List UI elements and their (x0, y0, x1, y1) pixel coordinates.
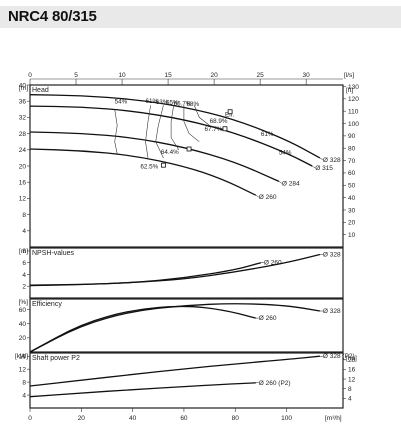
x-axis-label: [m³/h] (325, 415, 342, 422)
efficiency-label: 54% (279, 150, 292, 157)
bep-marker (187, 147, 191, 151)
x-axis-tick-label: 0 (28, 415, 32, 422)
y-axis-tick-label: 20 (19, 163, 27, 170)
panel-frame (30, 248, 343, 298)
panel-name-label: Head (32, 87, 49, 94)
y-axis-tick-label: 4 (22, 392, 26, 399)
y-right-tick-label: 10 (348, 232, 356, 239)
series-line (30, 304, 320, 352)
y-right-tick-label: 50 (348, 183, 356, 190)
panel-name-label: Shaft power P2 (32, 355, 80, 362)
y-right-tick-label: 30 (348, 207, 356, 214)
series-label: Ø 328 (323, 157, 341, 164)
y-axis-tick-label: 8 (22, 212, 26, 219)
efficiency-label: 54% (115, 99, 128, 106)
y-axis-tick-label: 28 (19, 131, 27, 138)
y-right-tick-label: 70 (348, 158, 356, 165)
x-axis-tick-label: 100 (281, 415, 292, 422)
series-line (30, 132, 279, 181)
y-right-tick-label: 4 (348, 396, 352, 403)
series-label: Ø 260 (259, 194, 277, 201)
y-right-tick-label: 120 (348, 96, 359, 103)
efficiency-label: 64.4% (161, 149, 179, 156)
top-axis-label: [l/s] (344, 72, 354, 79)
y-axis-tick-label: 32 (19, 115, 27, 122)
series-line (30, 149, 256, 195)
efficiency-label: 61% (261, 131, 274, 138)
series-label: Ø 315 (315, 165, 333, 172)
bep-marker (228, 110, 232, 114)
efficiency-label: 67.7% (204, 126, 222, 133)
y-axis-label: [kW] (15, 353, 28, 360)
efficiency-label: 68.9% (210, 118, 228, 125)
y-axis-tick-label: 6 (22, 260, 26, 267)
series-line (30, 383, 256, 397)
y-right-tick-label: 80 (348, 146, 356, 153)
x-axis-tick-label: 40 (129, 415, 137, 422)
y-axis-tick-label: 36 (19, 99, 27, 106)
y-axis-label: [m] (19, 248, 28, 255)
y-axis-tick-label: 60 (19, 307, 27, 314)
x-axis-tick-label: 60 (180, 415, 188, 422)
y-axis-tick-label: 40 (19, 321, 27, 328)
y-right-tick-label: 100 (348, 121, 359, 128)
top-axis-tick-label: 0 (28, 72, 32, 79)
series-label: Ø 328 (323, 308, 341, 315)
y-right-tick-label: 90 (348, 133, 356, 140)
top-axis-tick-label: 30 (303, 72, 311, 79)
top-axis-tick-label: 25 (257, 72, 265, 79)
series-label: Ø 284 (282, 180, 300, 187)
x-axis-tick-label: 20 (78, 415, 86, 422)
y-right-tick-label: 60 (348, 170, 356, 177)
top-axis-tick-label: 5 (74, 72, 78, 79)
panel-name-label: NPSH-values (32, 250, 75, 257)
panel-name-label: Efficiency (32, 301, 62, 308)
top-axis-tick-label: 15 (164, 72, 172, 79)
series-label: Ø 328 (P2) (323, 353, 355, 360)
efficiency-iso-line (171, 105, 179, 150)
y-axis-tick-label: 12 (19, 366, 27, 373)
y-right-tick-label: 110 (348, 108, 359, 115)
efficiency-label: 68% (187, 101, 200, 108)
efficiency-iso-line (115, 109, 118, 154)
y-axis-tick-label: 4 (22, 272, 26, 279)
series-line (30, 306, 256, 352)
y-right-tick-label: 12 (348, 376, 356, 383)
y-axis-label: [%] (19, 299, 29, 306)
series-label: Ø 260 (259, 315, 277, 322)
y-right-tick-label: 20 (348, 220, 356, 227)
panel-frame (30, 85, 343, 247)
top-axis-tick-label: 20 (211, 72, 219, 79)
x-axis-tick-label: 80 (232, 415, 240, 422)
bep-marker (223, 127, 227, 131)
series-label: Ø 260 (P2) (259, 380, 291, 387)
y-axis-tick-label: 4 (22, 228, 26, 235)
y-axis-tick-label: 8 (22, 379, 26, 386)
y-right-tick-label: 40 (348, 195, 356, 202)
y-axis-label: [m] (19, 85, 28, 92)
y-axis-tick-label: 24 (19, 147, 27, 154)
y-axis-tick-label: 16 (19, 180, 27, 187)
y-axis-tick-label: 12 (19, 196, 27, 203)
y-axis-tick-label: 2 (22, 284, 26, 291)
y-right-tick-label: 8 (348, 386, 352, 393)
efficiency-label: 62.5% (140, 163, 158, 170)
bep-marker (161, 163, 165, 167)
top-axis-tick-label: 10 (118, 72, 126, 79)
y-axis-tick-label: 20 (19, 335, 27, 342)
y-right-tick-label: 16 (348, 367, 356, 374)
series-label: Ø 328 (323, 251, 341, 258)
y-right-label: [ft] (346, 87, 353, 94)
